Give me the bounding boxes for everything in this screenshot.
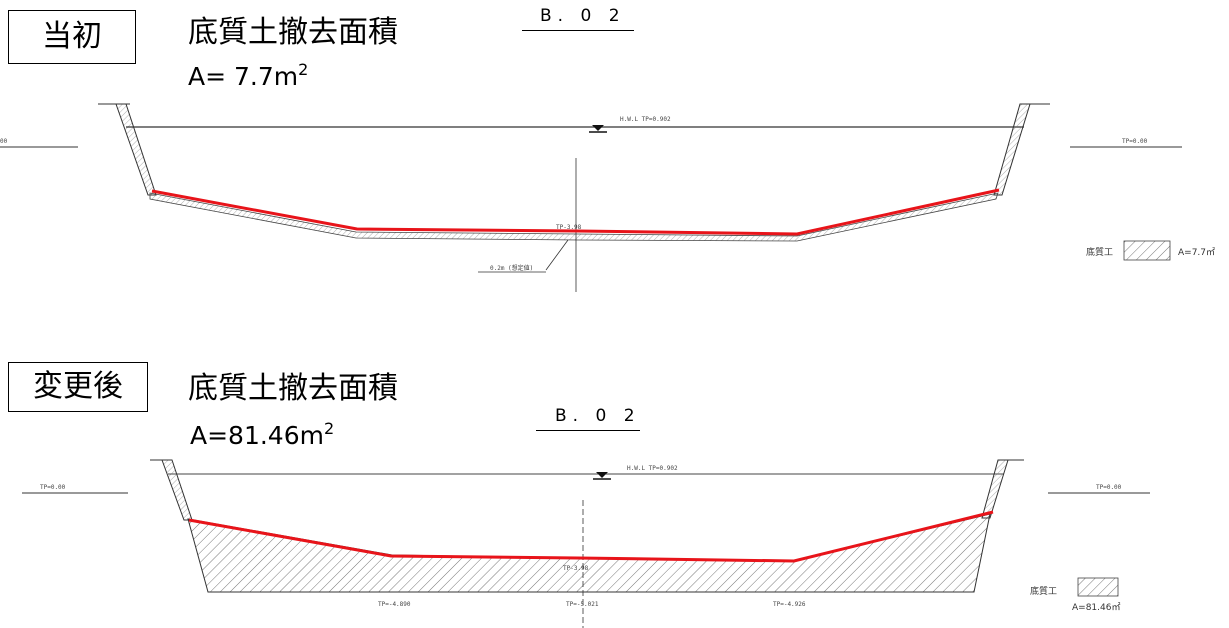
original-label: 当初: [42, 19, 102, 54]
original-section-title: B. 0 2: [540, 6, 626, 26]
revised-left-revetment: [161, 459, 193, 521]
revised-sediment-area: [187, 513, 991, 593]
revised-wl-label: H.W.L TP=0.902: [627, 465, 678, 472]
original-thickness-note: 0.2m (想定値): [490, 264, 533, 272]
original-right-revetment: [993, 103, 1031, 196]
revised-bottom-left-tp: TP=-4.890: [378, 601, 411, 608]
revised-water-mark: [596, 472, 608, 478]
revised-label: 変更後: [33, 369, 123, 404]
original-section-underline: [522, 30, 634, 31]
revised-legend-label: 底質工: [1030, 585, 1057, 597]
original-red-line: [151, 188, 1000, 236]
original-drawing: 00 H.W.L TP=0.902 TP=0.00 TP-3.98 0.2m (…: [0, 103, 1215, 292]
original-sediment-layer: [149, 192, 999, 242]
original-left-revetment: [115, 103, 157, 196]
revised-bottom-center-tp: TP=-5.021: [566, 601, 599, 608]
revised-area: A=81.46m2: [190, 421, 334, 450]
revised-area-sup: 2: [323, 419, 335, 438]
original-center-tp-label: TP-3.98: [556, 224, 582, 231]
original-right-tp-label: TP=0.00: [1122, 138, 1148, 145]
original-legend-label: 底質工: [1086, 246, 1113, 258]
original-label-box: 当初: [8, 10, 136, 64]
revised-section-underline: [536, 430, 640, 431]
revised-red-line: [188, 510, 994, 563]
revised-label-box: 変更後: [8, 362, 148, 412]
revised-center-tp-label: TP-3.98: [563, 565, 589, 572]
original-wl-label: H.W.L TP=0.902: [620, 116, 671, 123]
revised-left-tp-label: TP=0.00: [40, 484, 66, 491]
original-area: A= 7.7m2: [188, 62, 308, 91]
revised-legend-swatch: [1077, 577, 1119, 597]
revised-heading: 底質土撤去面積: [188, 371, 398, 406]
original-legend-area: A=7.7㎡: [1178, 247, 1215, 258]
revised-legend-area: A=81.46㎡: [1072, 602, 1120, 613]
revised-right-tp-label: TP=0.00: [1096, 484, 1122, 491]
original-area-sup: 2: [298, 60, 309, 79]
original-legend-swatch: [1123, 240, 1171, 261]
original-heading: 底質土撤去面積: [188, 15, 398, 50]
revised-drawing: TP=0.00 H.W.L TP=0.902 TP=0.00 TP-3.98 T…: [22, 459, 1150, 628]
revised-right-revetment: [981, 459, 1009, 519]
original-note-leader: [545, 239, 569, 271]
original-water-mark: [592, 125, 604, 131]
revised-section-title: B. 0 2: [555, 406, 641, 426]
original-area-value: A= 7.7m: [188, 62, 299, 91]
revised-bottom-right-tp: TP=-4.926: [773, 601, 806, 608]
original-left-tp-label: 00: [0, 138, 8, 145]
revised-area-value: A=81.46m: [190, 421, 324, 450]
